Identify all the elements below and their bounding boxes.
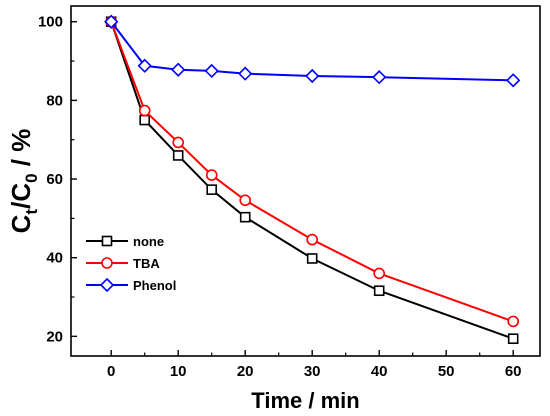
y-axis-title: Ct/C0 / %	[6, 129, 41, 234]
x-tick-label: 20	[237, 363, 254, 380]
legend-label: TBA	[133, 256, 160, 271]
data-point-circle	[239, 194, 251, 207]
data-point-circle	[101, 257, 113, 269]
data-point-square	[172, 150, 184, 161]
y-tick-label: 100	[38, 14, 63, 31]
x-tick-label: 50	[438, 363, 455, 380]
data-point-diamond	[171, 62, 186, 77]
data-point-diamond	[372, 70, 387, 85]
data-point-circle	[172, 136, 184, 149]
series-line	[110, 21, 514, 340]
data-point-diamond	[137, 58, 152, 73]
data-point-circle	[373, 267, 386, 280]
data-point-circle	[205, 169, 218, 181]
data-point-square	[373, 285, 385, 297]
x-tick-label: 10	[170, 363, 187, 380]
data-point-square	[306, 253, 318, 264]
legend-label: Phenol	[133, 278, 176, 293]
legend-item-none: none	[86, 234, 164, 249]
legend-label: none	[133, 234, 164, 249]
data-point-square	[507, 333, 519, 344]
data-point-diamond	[238, 66, 253, 81]
x-tick-label: 0	[107, 363, 115, 380]
data-point-diamond	[104, 14, 119, 29]
data-point-circle	[507, 315, 520, 328]
series-layer	[104, 14, 521, 344]
series-phenol	[104, 14, 521, 88]
data-point-circle	[306, 233, 319, 246]
y-tick-label: 40	[46, 250, 63, 267]
x-tick-label: 60	[505, 363, 522, 380]
legend: none TBA Phenol	[86, 234, 176, 293]
axis-ticks: 0 10 20 30 40 50 60 20 40 60 80 100	[38, 14, 522, 380]
data-point-square	[206, 184, 217, 195]
series-none	[105, 16, 519, 344]
y-tick-label: 80	[46, 92, 63, 109]
legend-item-tba: TBA	[86, 256, 160, 271]
legend-item-phenol: Phenol	[86, 277, 176, 293]
data-point-square	[239, 211, 251, 223]
data-point-square	[101, 235, 113, 247]
data-point-circle	[138, 104, 151, 117]
y-tick-label: 20	[46, 328, 63, 345]
data-point-diamond	[99, 277, 115, 293]
x-tick-label: 30	[304, 363, 321, 380]
plot-frame	[70, 5, 541, 357]
series-line	[110, 21, 514, 323]
data-point-diamond	[204, 63, 219, 79]
y-tick-label: 60	[46, 171, 63, 188]
data-point-diamond	[506, 73, 521, 88]
series-tba	[105, 15, 520, 328]
x-axis-title: Time / min	[251, 388, 359, 413]
data-point-diamond	[305, 68, 320, 84]
x-tick-label: 40	[371, 363, 388, 380]
data-point-square	[139, 114, 150, 126]
